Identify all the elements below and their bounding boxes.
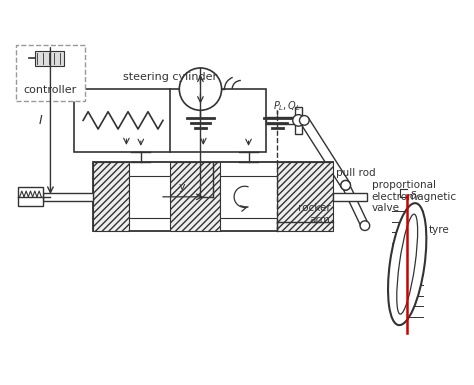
Bar — [170, 162, 219, 231]
Bar — [219, 176, 277, 218]
Circle shape — [360, 221, 370, 231]
Bar — [129, 176, 170, 218]
Text: steering cylinder: steering cylinder — [123, 72, 217, 82]
Text: $\delta_r$: $\delta_r$ — [409, 189, 421, 203]
Circle shape — [300, 116, 309, 125]
Text: y: y — [179, 182, 185, 192]
Ellipse shape — [388, 203, 426, 325]
Text: I: I — [39, 114, 43, 127]
Circle shape — [341, 181, 350, 190]
Text: controller: controller — [24, 85, 77, 95]
Bar — [93, 162, 129, 231]
Bar — [18, 187, 43, 206]
Text: $P_L,Q_L$: $P_L,Q_L$ — [273, 99, 301, 113]
Bar — [266, 117, 295, 124]
Bar — [73, 89, 266, 152]
Circle shape — [179, 68, 222, 110]
Bar — [295, 107, 302, 134]
Bar — [35, 51, 64, 66]
Bar — [93, 162, 333, 231]
Circle shape — [293, 115, 304, 126]
Text: rocker
arm: rocker arm — [298, 203, 330, 225]
Bar — [333, 193, 367, 201]
Bar — [43, 193, 93, 201]
Bar — [16, 45, 85, 100]
Text: proportional
electromagnetic
valve: proportional electromagnetic valve — [372, 180, 457, 213]
Bar — [277, 162, 333, 231]
Text: pull rod: pull rod — [336, 168, 376, 178]
Ellipse shape — [397, 214, 418, 314]
Text: tyre: tyre — [428, 226, 449, 236]
Circle shape — [341, 181, 350, 190]
